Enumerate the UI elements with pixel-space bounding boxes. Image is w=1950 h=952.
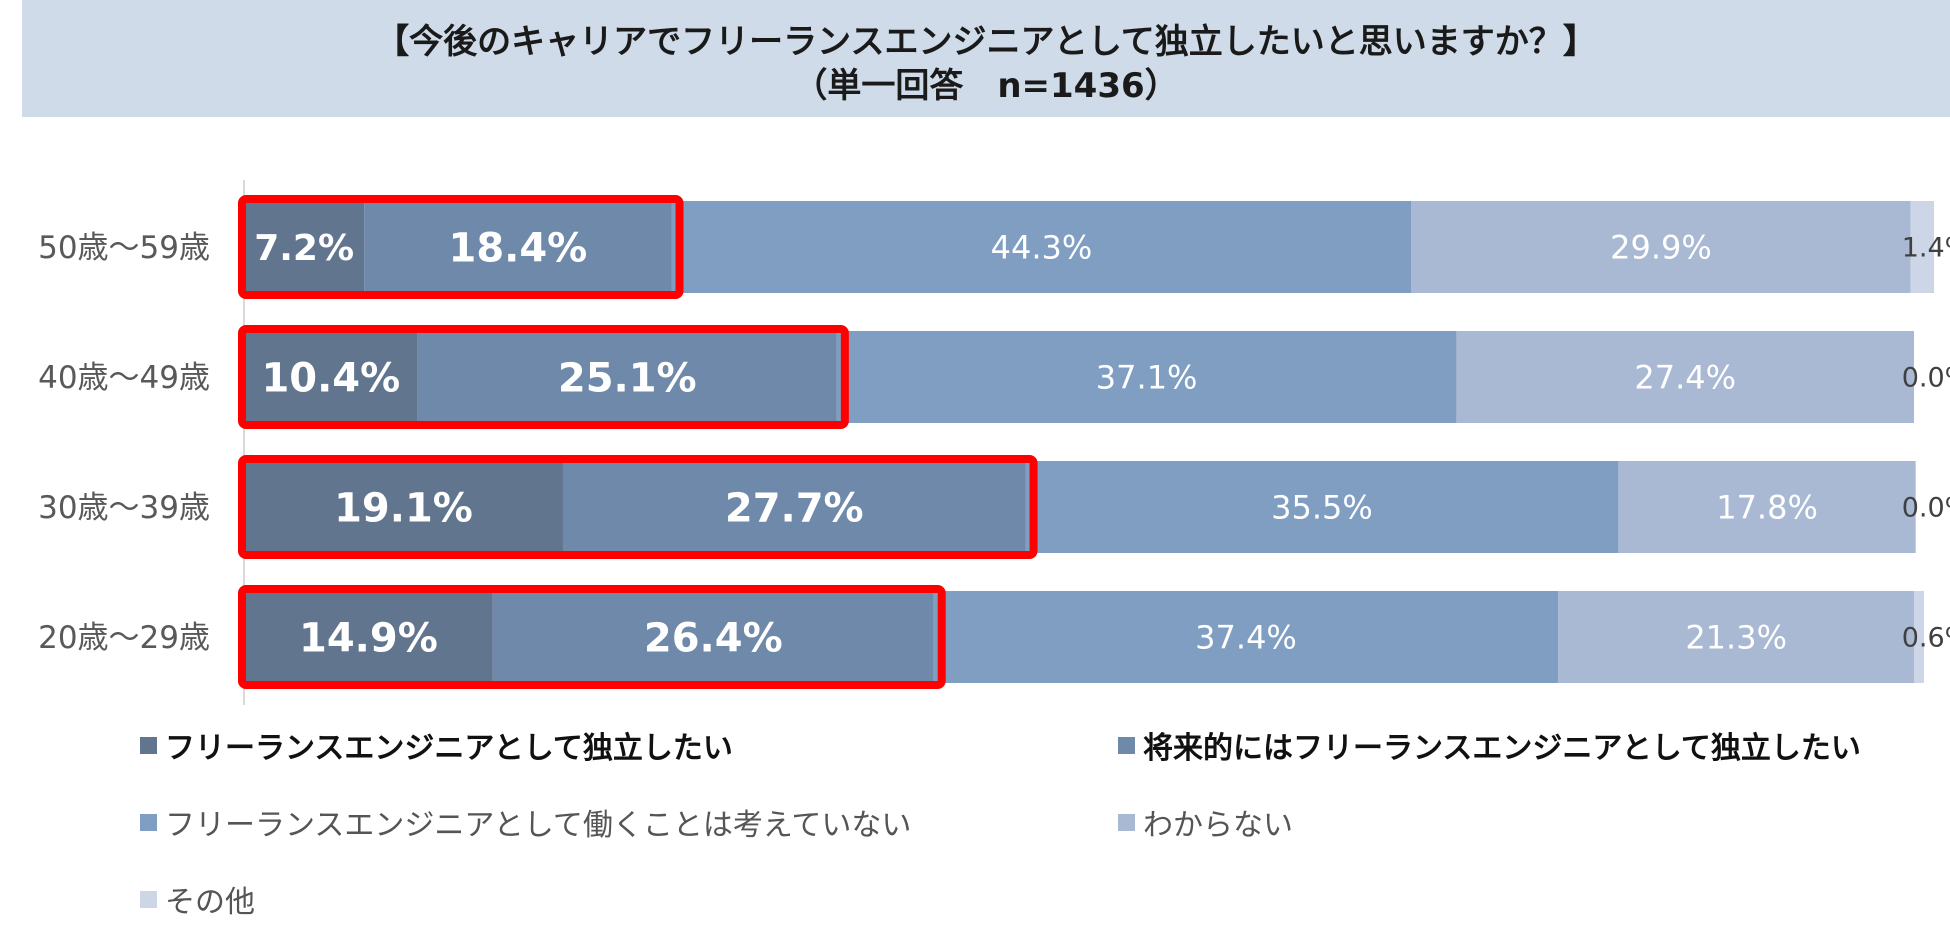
data-label: 14.9% bbox=[299, 615, 438, 661]
data-label: 27.4% bbox=[1634, 359, 1736, 397]
category-label: 50歳～59歳 bbox=[38, 230, 210, 266]
category-label: 30歳～39歳 bbox=[38, 490, 210, 526]
data-label: 1.4% bbox=[1902, 233, 1950, 264]
data-label: 25.1% bbox=[558, 355, 697, 401]
bar-segment bbox=[1558, 591, 1914, 683]
highlight-box bbox=[238, 195, 684, 299]
data-label: 37.1% bbox=[1096, 359, 1198, 397]
bar-segment bbox=[417, 331, 837, 423]
highlight-box bbox=[238, 455, 1038, 559]
data-label: 7.2% bbox=[254, 228, 354, 269]
bar-segment bbox=[244, 461, 563, 553]
chart-subtitle: （単一回答 n=1436） bbox=[793, 66, 1179, 106]
bar-segment bbox=[1456, 331, 1914, 423]
bar-segment bbox=[1618, 461, 1916, 553]
bar-segment bbox=[244, 201, 365, 293]
data-label: 10.4% bbox=[261, 355, 400, 401]
data-label: 37.4% bbox=[1195, 619, 1297, 657]
data-label: 17.8% bbox=[1716, 489, 1818, 527]
data-label: 0.6% bbox=[1902, 623, 1950, 654]
data-label: 18.4% bbox=[448, 225, 587, 271]
bar-segment bbox=[562, 461, 1026, 553]
chart-title: 【今後のキャリアでフリーランスエンジニアとして独立したいと思いますか？】 bbox=[375, 22, 1597, 62]
bar-segment bbox=[1025, 461, 1619, 553]
data-label: 21.3% bbox=[1685, 619, 1787, 657]
bar-segment bbox=[1910, 201, 1935, 293]
highlight-box bbox=[238, 325, 849, 429]
bar-segment bbox=[492, 591, 934, 683]
data-label: 29.9% bbox=[1610, 229, 1712, 267]
bar-segment bbox=[671, 201, 1412, 293]
bar-segment bbox=[1411, 201, 1911, 293]
bar-segment bbox=[836, 331, 1457, 423]
data-label: 44.3% bbox=[991, 229, 1093, 267]
bar-segment bbox=[364, 201, 672, 293]
data-label: 0.0% bbox=[1902, 363, 1950, 394]
data-label: 27.7% bbox=[725, 485, 864, 531]
title-band: 【今後のキャリアでフリーランスエンジニアとして独立したいと思いますか？】 （単一… bbox=[22, 0, 1950, 117]
category-label: 20歳～29歳 bbox=[38, 620, 210, 656]
data-label: 35.5% bbox=[1271, 489, 1373, 527]
category-label: 40歳～49歳 bbox=[38, 360, 210, 396]
highlight-box bbox=[238, 585, 946, 689]
bar-segment bbox=[244, 331, 418, 423]
bar-segment bbox=[1914, 591, 1925, 683]
data-label: 26.4% bbox=[644, 615, 783, 661]
bar-segment bbox=[933, 591, 1559, 683]
data-label: 0.0% bbox=[1902, 493, 1950, 524]
data-label: 19.1% bbox=[334, 485, 473, 531]
bar-segment bbox=[244, 591, 493, 683]
